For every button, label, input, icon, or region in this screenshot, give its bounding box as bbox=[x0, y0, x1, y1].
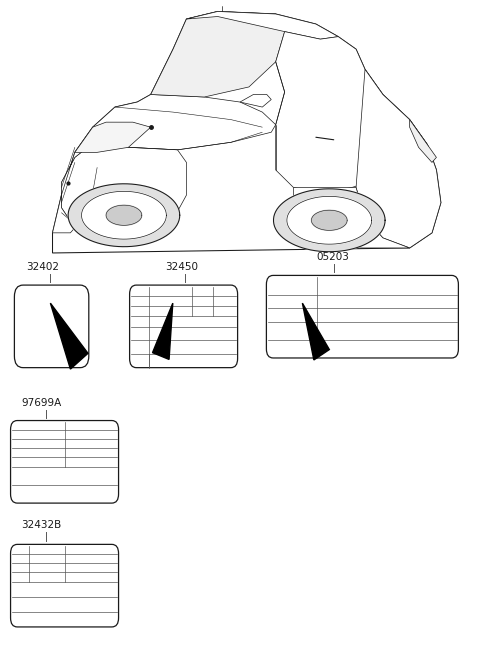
Text: 32432B: 32432B bbox=[22, 520, 62, 530]
Text: 32450: 32450 bbox=[166, 262, 199, 272]
Text: 32402: 32402 bbox=[26, 262, 60, 272]
Polygon shape bbox=[52, 12, 441, 253]
Polygon shape bbox=[186, 12, 338, 39]
Text: 97699A: 97699A bbox=[22, 397, 62, 408]
FancyBboxPatch shape bbox=[11, 421, 119, 503]
Polygon shape bbox=[61, 140, 186, 243]
Polygon shape bbox=[68, 184, 180, 246]
Polygon shape bbox=[312, 210, 347, 230]
FancyBboxPatch shape bbox=[130, 285, 238, 368]
Polygon shape bbox=[302, 303, 329, 360]
Polygon shape bbox=[50, 303, 88, 369]
Polygon shape bbox=[274, 189, 385, 252]
Polygon shape bbox=[52, 127, 97, 233]
Text: 05203: 05203 bbox=[317, 252, 349, 262]
Polygon shape bbox=[294, 188, 409, 248]
Polygon shape bbox=[287, 196, 372, 244]
Polygon shape bbox=[82, 192, 167, 239]
FancyBboxPatch shape bbox=[14, 285, 89, 368]
Polygon shape bbox=[75, 122, 151, 152]
FancyBboxPatch shape bbox=[11, 544, 119, 627]
FancyBboxPatch shape bbox=[266, 275, 458, 358]
Polygon shape bbox=[93, 95, 276, 150]
Polygon shape bbox=[356, 69, 441, 248]
Polygon shape bbox=[151, 12, 285, 97]
Polygon shape bbox=[106, 205, 142, 225]
Polygon shape bbox=[153, 303, 173, 359]
Polygon shape bbox=[409, 120, 436, 163]
Polygon shape bbox=[276, 32, 428, 193]
Polygon shape bbox=[240, 95, 271, 107]
